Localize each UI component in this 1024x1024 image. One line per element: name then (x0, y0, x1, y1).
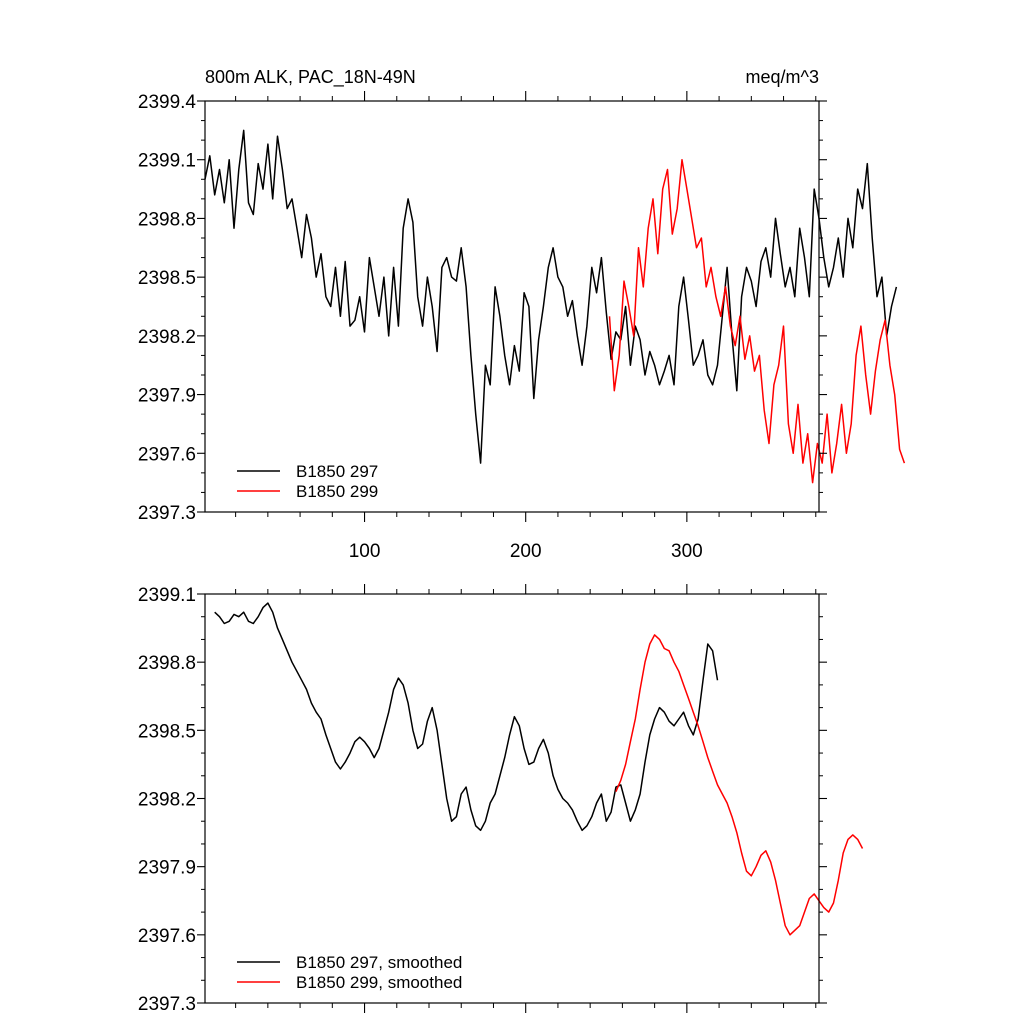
y-tick-label: 2397.6 (138, 926, 196, 947)
x-tick-label: 100 (349, 541, 381, 562)
y-tick-label: 2398.5 (138, 721, 196, 742)
legend-label-2: B1850 299 (296, 482, 378, 501)
series-line-1 (204, 129, 898, 464)
series-layer (204, 129, 906, 484)
y-tick-label: 2398.5 (138, 268, 196, 289)
legend-label-2: B1850 299, smoothed (296, 973, 462, 992)
y-tick-label: 2399.1 (138, 151, 196, 172)
tick-layer: 2397.3 2397.6 2397.9 2398.2 2398.5 2398.8 2399… (138, 91, 827, 562)
y-tick-label: 2398.2 (138, 327, 196, 348)
tick-layer: 2397.3 2397.6 2397.9 2398.2 2398.5 2398.8 2399… (138, 584, 827, 1015)
series-line-2 (615, 634, 864, 936)
series-layer (214, 602, 864, 936)
y-tick-label: 2398.2 (138, 790, 196, 811)
y-tick-label: 2397.9 (138, 386, 196, 407)
legend-label-1: B1850 297 (296, 462, 378, 481)
series-line-2 (608, 158, 906, 484)
plot-frame (204, 100, 820, 513)
y-tick-label: 2397.6 (138, 444, 196, 465)
chart-units: meq/m^3 (746, 67, 819, 87)
y-tick-label: 2397.3 (138, 503, 196, 524)
y-tick-label: 2398.8 (138, 209, 196, 230)
chart-title: 800m ALK, PAC_18N-49N (205, 67, 416, 88)
x-tick-label: 300 (671, 541, 703, 562)
legend: B1850 297 B1850 299 (237, 462, 378, 501)
legend-label-1: B1850 297, smoothed (296, 953, 462, 972)
plot-frame (204, 593, 820, 1004)
y-tick-label: 2397.9 (138, 858, 196, 879)
x-tick-label: 200 (510, 541, 542, 562)
y-tick-label: 2397.3 (138, 994, 196, 1015)
y-tick-label: 2399.1 (138, 585, 196, 606)
series-line-1 (214, 602, 719, 832)
y-tick-label: 2398.8 (138, 653, 196, 674)
legend: B1850 297, smoothed B1850 299, smoothed (237, 953, 462, 992)
bottom-panel: 2397.3 2397.6 2397.9 2398.2 2398.5 2398.8 2399… (138, 584, 864, 1015)
y-tick-label: 2399.4 (138, 92, 197, 113)
top-panel: 800m ALK, PAC_18N-49N meq/m^3 2397.32397… (138, 67, 906, 562)
